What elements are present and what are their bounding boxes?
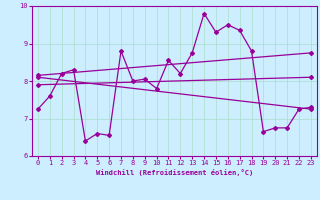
X-axis label: Windchill (Refroidissement éolien,°C): Windchill (Refroidissement éolien,°C) [96,169,253,176]
